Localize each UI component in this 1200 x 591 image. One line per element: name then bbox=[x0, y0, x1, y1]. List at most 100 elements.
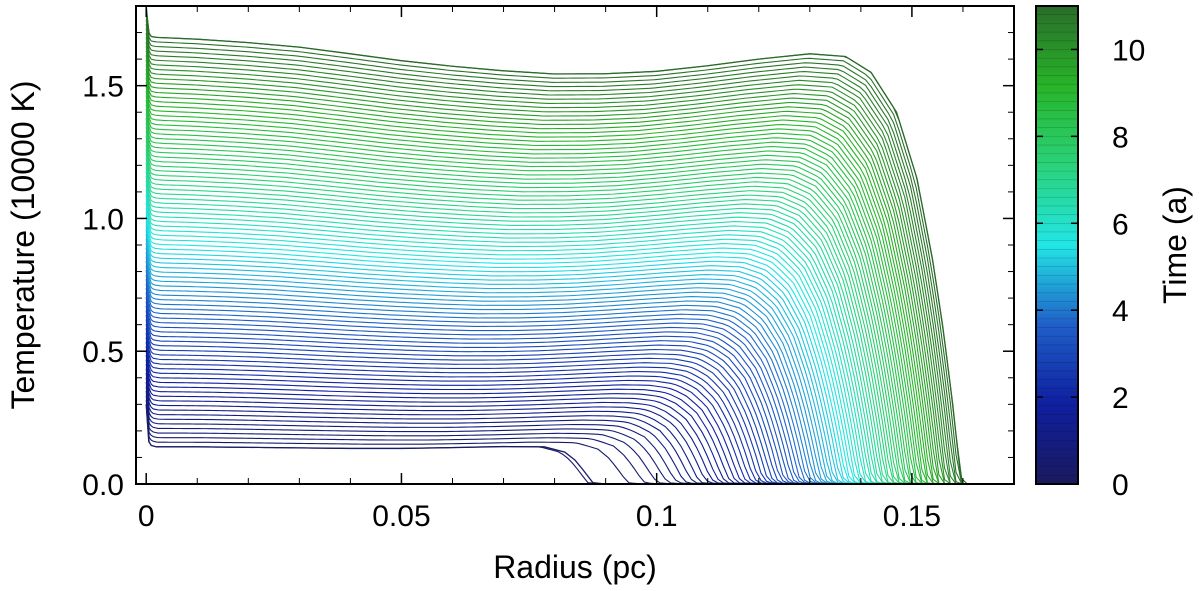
temperature-curve bbox=[145, 37, 974, 484]
colorbar-tick-label: 0 bbox=[1112, 469, 1129, 502]
temperature-curve bbox=[145, 108, 974, 484]
temperature-curve bbox=[145, 247, 974, 484]
temperature-curve bbox=[145, 252, 974, 484]
temperature-curve bbox=[145, 355, 974, 484]
colorbar-ticks: 0 2 4 6 8 10 bbox=[1036, 34, 1145, 502]
temperature-curve bbox=[145, 104, 974, 484]
temperature-curve bbox=[145, 390, 974, 484]
temperature-curve bbox=[145, 162, 974, 484]
temperature-curve bbox=[145, 270, 974, 484]
colorbar-tick-label: 8 bbox=[1112, 121, 1129, 154]
x-axis-title: Radius (pc) bbox=[493, 549, 657, 585]
x-tick-label: 0.15 bbox=[883, 500, 941, 533]
temperature-curve bbox=[145, 189, 974, 484]
temperature-curve bbox=[145, 113, 974, 484]
temperature-curve bbox=[145, 332, 974, 484]
temperature-curve bbox=[145, 193, 974, 484]
temperature-curve bbox=[145, 323, 974, 484]
temperature-curves bbox=[145, 6, 974, 484]
y-axis-ticks: 0.0 0.5 1.0 1.5 bbox=[82, 32, 1014, 502]
temperature-curve bbox=[145, 310, 974, 484]
temperature-curve bbox=[145, 140, 974, 484]
temperature-curve bbox=[145, 399, 974, 484]
temperature-curve bbox=[145, 153, 974, 484]
temperature-curve bbox=[145, 14, 974, 484]
colorbar-frame bbox=[1035, 5, 1079, 485]
temperature-curve bbox=[145, 350, 974, 484]
temperature-curve bbox=[145, 50, 974, 484]
temperature-curve bbox=[145, 372, 974, 484]
temperature-curve bbox=[145, 68, 974, 484]
temperature-curve bbox=[145, 23, 974, 484]
colorbar-gradient-bar bbox=[1036, 6, 1078, 484]
temperature-curve bbox=[145, 19, 974, 484]
temperature-curve bbox=[145, 131, 974, 484]
temperature-curve bbox=[145, 149, 974, 484]
temperature-curve bbox=[145, 158, 974, 484]
x-tick-label: 0.05 bbox=[372, 500, 430, 533]
temperature-curve bbox=[145, 243, 974, 484]
temperature-curve bbox=[145, 234, 974, 484]
y-tick-label: 1.5 bbox=[82, 71, 124, 104]
colorbar-tick-label: 6 bbox=[1112, 208, 1129, 241]
temperature-curve bbox=[145, 86, 974, 484]
temperature-curve bbox=[145, 176, 974, 484]
temperature-curve bbox=[145, 77, 974, 484]
temperature-curve bbox=[145, 377, 974, 484]
temperature-curve bbox=[145, 368, 974, 484]
temperature-curve bbox=[145, 32, 974, 484]
temperature-curve bbox=[145, 274, 974, 484]
temperature-curve bbox=[145, 238, 974, 484]
temperature-curve bbox=[145, 341, 974, 484]
temperature-curve bbox=[145, 207, 974, 484]
temperature-curve bbox=[145, 216, 974, 484]
y-tick-label: 0.5 bbox=[82, 336, 124, 369]
x-tick-label: 0.1 bbox=[636, 500, 678, 533]
temperature-curve bbox=[145, 202, 974, 484]
x-tick-label: 0 bbox=[138, 500, 155, 533]
temperature-curve bbox=[145, 180, 974, 484]
colorbar-tick-label: 2 bbox=[1112, 382, 1129, 415]
temperature-curve bbox=[145, 381, 974, 484]
temperature-curve bbox=[145, 301, 974, 484]
temperature-curve bbox=[145, 64, 974, 484]
temperature-curve bbox=[145, 90, 974, 484]
temperature-curve bbox=[145, 117, 974, 484]
temperature-curve bbox=[145, 364, 974, 484]
temperature-curve bbox=[145, 359, 974, 484]
temperature-curve bbox=[145, 346, 974, 484]
temperature-curve bbox=[145, 28, 974, 484]
temperature-curve bbox=[145, 319, 974, 484]
temperature-curve bbox=[145, 59, 974, 484]
temperature-curve bbox=[145, 144, 974, 484]
temperature-curve bbox=[145, 10, 974, 484]
temperature-curve bbox=[145, 305, 974, 484]
temperature-curve bbox=[145, 261, 974, 484]
temperature-curve bbox=[145, 229, 974, 484]
temperature-curve bbox=[145, 171, 974, 484]
y-tick-label: 0.0 bbox=[82, 469, 124, 502]
temperature-curve bbox=[145, 99, 974, 484]
temperature-curve bbox=[145, 55, 974, 484]
temperature-curve bbox=[145, 386, 974, 484]
colorbar-title: Time (a) bbox=[1157, 186, 1193, 304]
colorbar: 0 2 4 6 8 10 Time (a) bbox=[1035, 5, 1193, 502]
temperature-curve bbox=[145, 198, 974, 484]
temperature-curve bbox=[145, 314, 974, 484]
temperature-curve bbox=[145, 73, 974, 484]
temperature-curve bbox=[145, 126, 974, 484]
temperature-curve bbox=[145, 95, 974, 484]
colorbar-tick-label: 4 bbox=[1112, 295, 1129, 328]
temperature-curve bbox=[145, 296, 974, 484]
temperature-curve bbox=[145, 167, 974, 484]
temperature-curve bbox=[145, 265, 974, 484]
temperature-curve bbox=[145, 337, 974, 484]
temperature-curve bbox=[145, 256, 974, 484]
temperature-curve bbox=[145, 328, 974, 484]
temperature-curve bbox=[145, 6, 964, 484]
y-tick-label: 1.0 bbox=[82, 203, 124, 236]
temperature-curve bbox=[145, 82, 974, 484]
temperature-curve bbox=[145, 395, 974, 484]
